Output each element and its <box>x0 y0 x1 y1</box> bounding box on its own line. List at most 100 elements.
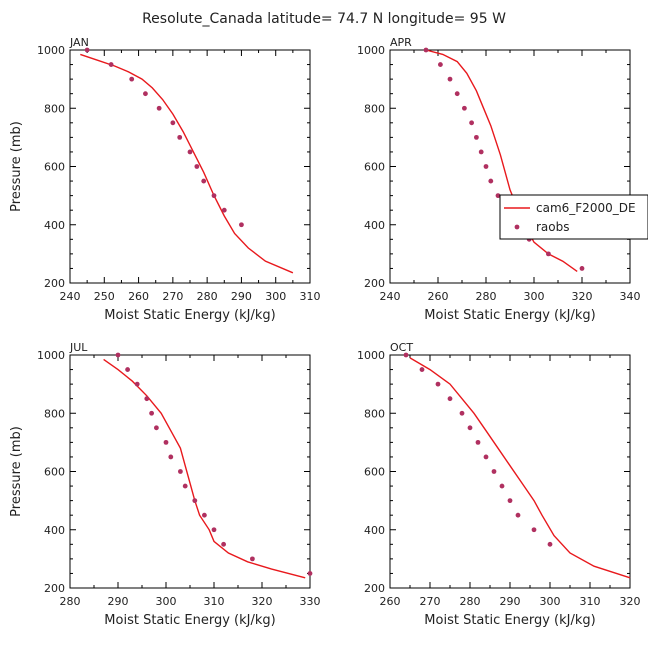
model-profile-line <box>103 358 306 579</box>
y-tick-label: 800 <box>44 102 65 115</box>
x-tick-label: 280 <box>60 595 81 608</box>
y-tick-label: 400 <box>364 219 385 232</box>
raobs-point <box>403 352 409 358</box>
raobs-point <box>84 47 90 53</box>
y-tick-label: 800 <box>44 407 65 420</box>
raobs-point <box>459 410 465 416</box>
raobs-point <box>202 512 207 518</box>
x-tick-label: 250 <box>94 290 115 303</box>
x-tick-label: 310 <box>204 595 225 608</box>
raobs-point <box>475 439 481 445</box>
x-axis-title: Moist Static Energy (kJ/kg) <box>424 308 595 323</box>
y-tick-label: 1000 <box>357 349 385 362</box>
raobs-point <box>149 410 155 416</box>
legend-box <box>499 194 648 240</box>
panel-apr: APR 240 260 280 300 320 340 200 400 600 800 1000 Moi… <box>357 36 648 323</box>
legend-obs-swatch <box>514 224 520 230</box>
figure-title: Resolute_Canada latitude= 74.7 N longitu… <box>142 11 506 27</box>
raobs-point <box>499 483 505 489</box>
raobs-point <box>163 439 169 445</box>
y-tick-label: 600 <box>44 466 65 479</box>
raobs-point <box>178 469 183 474</box>
model-profile-line <box>425 49 578 272</box>
x-tick-label: 310 <box>300 290 321 303</box>
y-tick-label: 1000 <box>37 44 65 57</box>
plot-frame <box>389 49 631 284</box>
raobs-point <box>168 454 174 460</box>
x-tick-label: 310 <box>580 595 601 608</box>
raobs-point <box>419 367 425 372</box>
y-tick-label: 400 <box>364 524 385 537</box>
x-tick-label: 320 <box>252 595 273 608</box>
panel-label: JAN <box>69 36 89 49</box>
plot-frame <box>69 354 311 589</box>
raobs-point <box>221 207 227 213</box>
x-axis-title: Moist Static Energy (kJ/kg) <box>104 613 275 628</box>
x-tick-label: 290 <box>500 595 521 608</box>
x-tick-label: 330 <box>300 595 321 608</box>
x-axis-title: Moist Static Energy (kJ/kg) <box>424 613 595 628</box>
raobs-point <box>143 91 148 97</box>
x-tick-label: 300 <box>265 290 286 303</box>
raobs-point <box>201 178 207 184</box>
y-tick-label: 200 <box>44 582 65 595</box>
raobs-point <box>170 120 176 126</box>
raobs-point <box>495 193 501 199</box>
y-tick-label: 200 <box>364 582 385 595</box>
raobs-point <box>187 149 193 155</box>
x-tick-label: 300 <box>540 595 561 608</box>
y-axis-title: Pressure (mb) <box>9 121 24 212</box>
raobs-point <box>546 251 551 257</box>
raobs-point <box>211 527 217 533</box>
raobs-point <box>467 425 473 431</box>
panel-label: JUL <box>69 341 88 354</box>
x-tick-label: 240 <box>60 290 81 303</box>
x-tick-label: 320 <box>620 595 641 608</box>
panel-jul: JUL 280 290 300 310 320 330 200 400 600 800 1000 Moi… <box>9 341 321 628</box>
x-tick-label: 260 <box>428 290 449 303</box>
x-tick-label: 290 <box>231 290 252 303</box>
raobs-point <box>478 149 484 155</box>
y-tick-label: 400 <box>44 524 65 537</box>
raobs-point <box>507 498 513 504</box>
x-tick-label: 290 <box>108 595 129 608</box>
raobs-point <box>491 469 497 474</box>
raobs-point <box>221 541 227 547</box>
y-tick-label: 800 <box>364 407 385 420</box>
raobs-point <box>177 134 183 140</box>
raobs-point <box>182 483 188 489</box>
raobs-point <box>547 541 553 547</box>
x-tick-label: 300 <box>524 290 545 303</box>
panel-label: OCT <box>390 341 413 354</box>
raobs-point <box>447 76 453 82</box>
raobs-point <box>154 425 159 431</box>
raobs-point <box>129 76 135 82</box>
raobs-point <box>488 178 494 184</box>
x-tick-label: 260 <box>128 290 149 303</box>
x-tick-label: 280 <box>476 290 497 303</box>
raobs-point <box>108 62 114 67</box>
raobs-point <box>531 527 537 533</box>
plot-frame <box>389 354 631 589</box>
plot-frame <box>69 49 311 284</box>
raobs-point <box>115 352 121 358</box>
raobs-point <box>134 381 140 387</box>
x-tick-label: 260 <box>380 595 401 608</box>
x-tick-label: 240 <box>380 290 401 303</box>
raobs-point <box>483 164 489 169</box>
raobs-point <box>156 105 162 111</box>
raobs-point <box>144 396 150 402</box>
raobs-point <box>250 556 255 562</box>
y-tick-label: 600 <box>364 161 385 174</box>
raobs-point <box>239 222 244 228</box>
raobs-point <box>462 105 467 111</box>
x-axis-title: Moist Static Energy (kJ/kg) <box>104 308 275 323</box>
raobs-point <box>469 120 474 126</box>
y-tick-label: 800 <box>364 102 385 115</box>
raobs-point <box>474 134 479 140</box>
raobs-point <box>438 62 443 67</box>
legend-model-label: cam6_F2000_DE <box>536 201 636 215</box>
panel-label: APR <box>390 36 412 49</box>
